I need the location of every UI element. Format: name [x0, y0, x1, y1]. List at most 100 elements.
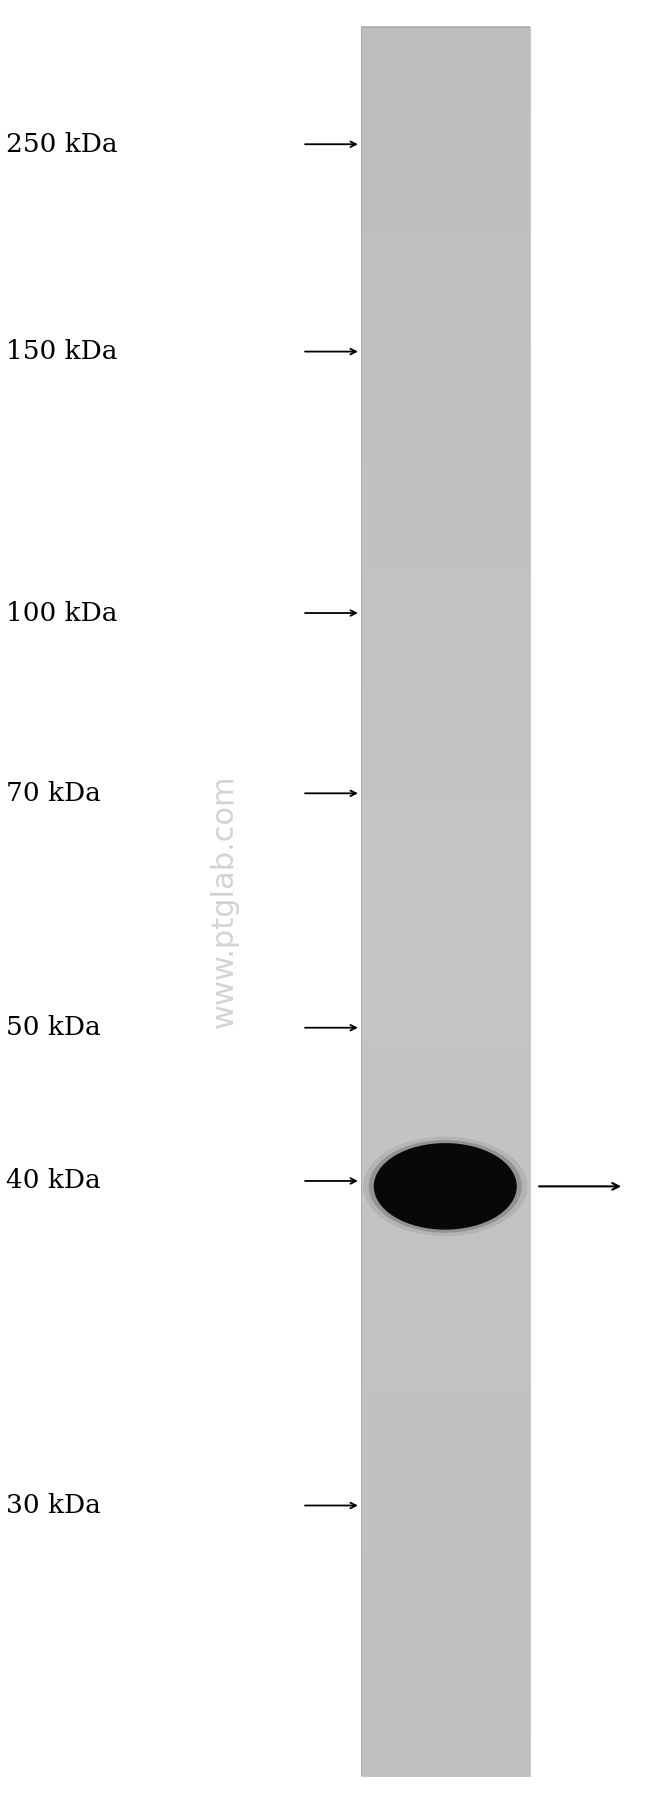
- Bar: [361, 1700, 530, 1706]
- Bar: [361, 1286, 530, 1291]
- Bar: [361, 197, 530, 202]
- Bar: [361, 292, 530, 297]
- Bar: [361, 1251, 530, 1255]
- Bar: [361, 1356, 530, 1361]
- Bar: [361, 236, 530, 242]
- Bar: [361, 175, 530, 180]
- Bar: [361, 590, 530, 595]
- Bar: [361, 1601, 530, 1605]
- Bar: [361, 157, 530, 162]
- Bar: [361, 1368, 530, 1374]
- Bar: [361, 810, 530, 815]
- Bar: [361, 1762, 530, 1767]
- Bar: [361, 1212, 530, 1217]
- Bar: [361, 393, 530, 398]
- Bar: [361, 1136, 530, 1141]
- Text: www.ptglab.com: www.ptglab.com: [210, 775, 239, 1028]
- Bar: [361, 1578, 530, 1583]
- Bar: [361, 1623, 530, 1628]
- Bar: [361, 1255, 530, 1260]
- Text: 100 kDa: 100 kDa: [6, 600, 118, 626]
- Bar: [361, 1062, 530, 1067]
- Bar: [361, 700, 530, 705]
- Bar: [361, 764, 530, 770]
- Bar: [361, 1583, 530, 1588]
- Bar: [361, 114, 530, 119]
- Bar: [361, 1242, 530, 1248]
- Bar: [361, 1509, 530, 1515]
- Bar: [361, 463, 530, 469]
- Bar: [361, 270, 530, 276]
- Bar: [361, 215, 530, 220]
- Bar: [361, 135, 530, 141]
- Bar: [361, 1001, 530, 1006]
- Bar: [361, 231, 530, 236]
- Bar: [361, 258, 530, 263]
- Bar: [361, 801, 530, 806]
- Bar: [361, 786, 530, 792]
- Text: 40 kDa: 40 kDa: [6, 1168, 101, 1194]
- Bar: [361, 673, 530, 678]
- Bar: [361, 599, 530, 604]
- Bar: [361, 826, 530, 831]
- Bar: [361, 1718, 530, 1724]
- Bar: [361, 375, 530, 380]
- Bar: [361, 979, 530, 984]
- Bar: [361, 992, 530, 997]
- Bar: [361, 467, 530, 472]
- Bar: [361, 227, 530, 233]
- Bar: [361, 966, 530, 972]
- Bar: [361, 1421, 530, 1426]
- Bar: [361, 1215, 530, 1221]
- Bar: [361, 909, 530, 914]
- Bar: [361, 52, 530, 58]
- Bar: [361, 445, 530, 451]
- Bar: [361, 1491, 530, 1496]
- Bar: [361, 420, 530, 426]
- Bar: [361, 739, 530, 745]
- Bar: [361, 353, 530, 359]
- Bar: [361, 534, 530, 539]
- Bar: [361, 92, 530, 97]
- Bar: [361, 1522, 530, 1527]
- Bar: [361, 1753, 530, 1758]
- Bar: [361, 1644, 530, 1650]
- Bar: [361, 141, 530, 144]
- Bar: [361, 25, 530, 31]
- Bar: [361, 1141, 530, 1147]
- Bar: [361, 1460, 530, 1466]
- Bar: [361, 285, 530, 288]
- Bar: [361, 709, 530, 714]
- Bar: [361, 923, 530, 929]
- Bar: [361, 783, 530, 788]
- Bar: [361, 43, 530, 49]
- Bar: [361, 555, 530, 561]
- Bar: [361, 1478, 530, 1484]
- Bar: [361, 442, 530, 447]
- Bar: [361, 27, 530, 1776]
- Bar: [361, 34, 530, 40]
- Bar: [361, 718, 530, 723]
- Bar: [361, 703, 530, 709]
- Bar: [361, 1469, 530, 1475]
- Bar: [361, 1617, 530, 1623]
- Bar: [361, 1495, 530, 1500]
- Bar: [361, 1516, 530, 1522]
- Bar: [361, 577, 530, 582]
- Bar: [361, 1359, 530, 1365]
- Bar: [361, 1264, 530, 1269]
- Bar: [361, 1132, 530, 1138]
- Bar: [361, 1022, 530, 1028]
- Bar: [361, 261, 530, 267]
- Bar: [361, 1688, 530, 1693]
- Bar: [361, 188, 530, 193]
- Bar: [361, 1381, 530, 1387]
- Bar: [361, 166, 530, 171]
- Bar: [361, 429, 530, 435]
- Bar: [361, 406, 530, 411]
- Bar: [361, 148, 530, 153]
- Bar: [361, 822, 530, 828]
- Bar: [361, 1289, 530, 1295]
- Bar: [361, 1329, 530, 1334]
- Bar: [361, 123, 530, 128]
